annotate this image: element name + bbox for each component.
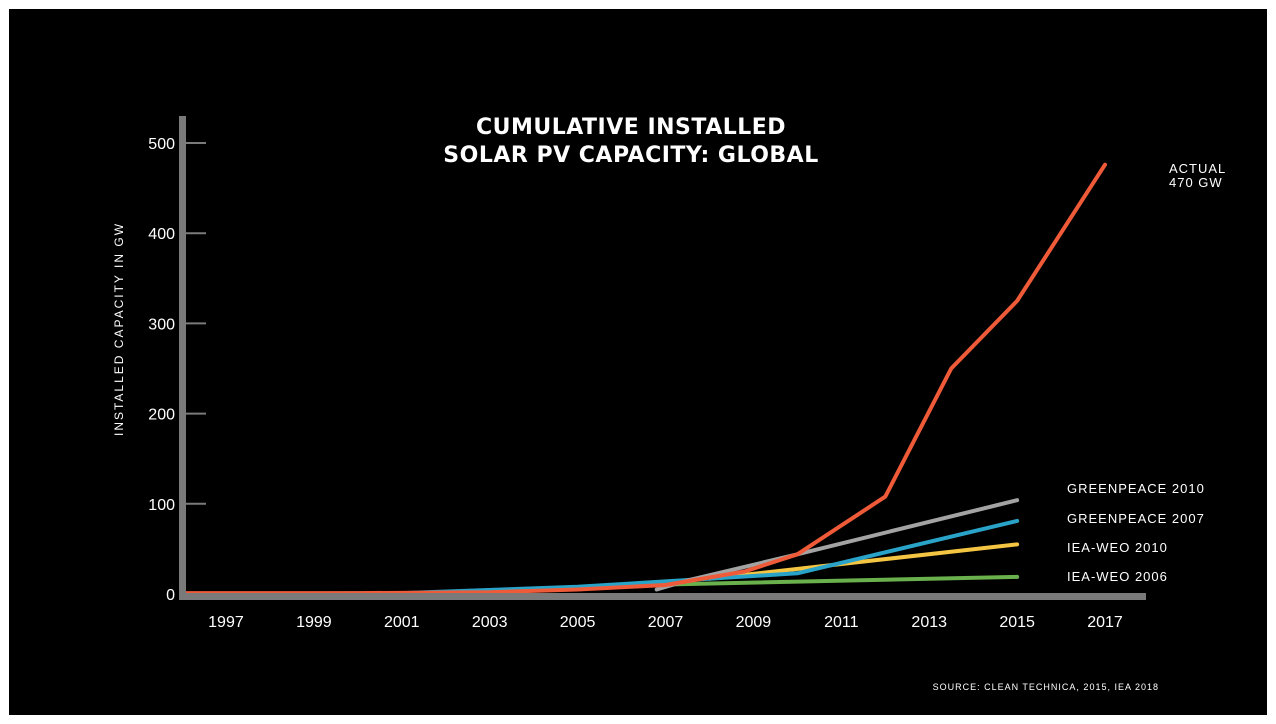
series-line-1 — [707, 542, 1020, 581]
axes — [179, 116, 1146, 600]
series-label-1: IEA-WEO 2010 — [1067, 540, 1168, 555]
y-tick-label: 300 — [148, 316, 175, 333]
x-tick-label: 1997 — [208, 614, 244, 631]
series-line-0 — [641, 574, 1020, 587]
chart-frame: CUMULATIVE INSTALLED SOLAR PV CAPACITY: … — [9, 9, 1267, 715]
x-tick-label: 2017 — [1087, 614, 1123, 631]
y-tick-label: 400 — [148, 226, 175, 243]
x-tick-label: 1999 — [296, 614, 332, 631]
x-axis-ticks: 1997 1999 2001 2003 2005 2007 2009 2011 2013 2015… — [208, 614, 1123, 631]
y-tick-label: 0 — [166, 587, 175, 604]
x-tick-label: 2001 — [384, 614, 420, 631]
solar-pv-chart: CUMULATIVE INSTALLED SOLAR PV CAPACITY: … — [112, 115, 1226, 692]
y-axis-ticks: 0 100 200 300 400 500 — [148, 136, 206, 604]
y-axis-line — [179, 116, 186, 600]
title-line-1: CUMULATIVE INSTALLED — [476, 115, 786, 140]
y-tick-label: 100 — [148, 497, 175, 514]
series-labels: IEA-WEO 2006 IEA-WEO 2010 GREENPEACE 2007 G… — [1067, 161, 1226, 584]
title-line-2: SOLAR PV CAPACITY: GLOBAL — [443, 143, 818, 168]
series-label-3: GREENPEACE 2010 — [1067, 481, 1205, 496]
x-tick-label: 2013 — [911, 614, 947, 631]
series-label-2: GREENPEACE 2007 — [1067, 511, 1205, 526]
x-tick-label: 2007 — [648, 614, 684, 631]
series-label-0: IEA-WEO 2006 — [1067, 569, 1168, 584]
y-tick-label: 500 — [148, 136, 175, 153]
chart-title: CUMULATIVE INSTALLED SOLAR PV CAPACITY: … — [443, 115, 818, 168]
x-tick-label: 2011 — [824, 614, 859, 631]
x-tick-label: 2005 — [560, 614, 596, 631]
series-lines — [180, 162, 1107, 596]
x-tick-label: 2015 — [999, 614, 1035, 631]
series-line-4 — [180, 162, 1107, 596]
x-tick-label: 2003 — [472, 614, 508, 631]
y-tick-label: 200 — [148, 407, 175, 424]
x-tick-label: 2009 — [736, 614, 772, 631]
source-note: SOURCE: CLEAN TECHNICA, 2015, IEA 2018 — [933, 682, 1159, 692]
x-axis-line — [179, 593, 1146, 600]
y-axis-label: INSTALLED CAPACITY IN GW — [112, 222, 126, 436]
series-label-4: ACTUAL 470 GW — [1169, 161, 1226, 190]
